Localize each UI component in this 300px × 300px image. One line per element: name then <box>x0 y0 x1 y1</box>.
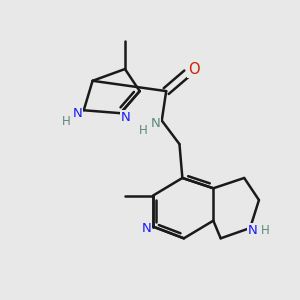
Text: N: N <box>150 117 160 130</box>
Text: N: N <box>73 107 83 120</box>
Text: N: N <box>248 224 257 237</box>
Text: H: H <box>62 115 70 128</box>
Text: O: O <box>188 62 200 77</box>
Text: N: N <box>121 110 131 124</box>
Text: H: H <box>260 224 269 237</box>
Text: H: H <box>139 124 147 137</box>
Text: N: N <box>142 222 151 236</box>
